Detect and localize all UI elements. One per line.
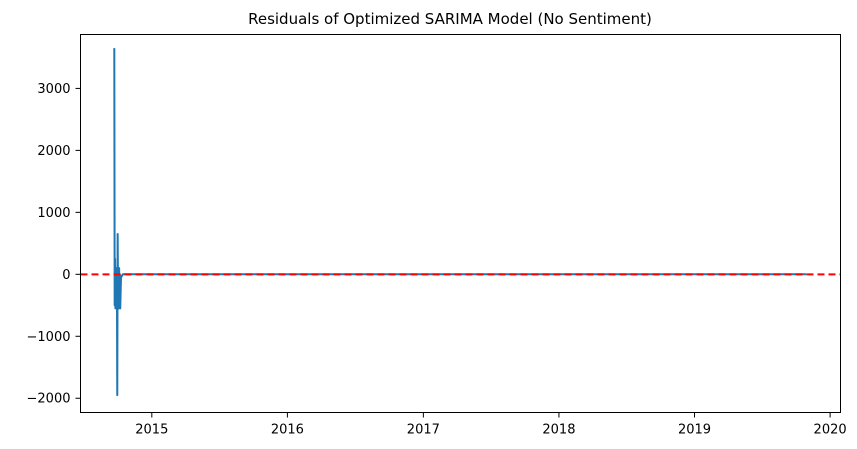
x-tick-label: 2015 [135,423,168,438]
y-tick-label: −1000 [27,330,71,345]
plot-marks [80,48,841,397]
y-tick-label: 1000 [37,206,70,221]
x-tick-label: 2020 [814,423,847,438]
x-axis: 2015 2016 2017 2018 2019 2020 [135,412,847,438]
plot-frame [80,34,841,413]
x-tick-label: 2017 [407,423,440,438]
chart-title: Residuals of Optimized SARIMA Model (No … [248,10,652,28]
y-axis: 3000 2000 1000 0 −1000 −2000 [27,82,81,407]
x-tick-label: 2016 [271,423,304,438]
x-tick-label: 2018 [542,423,575,438]
residual-series-line [113,48,807,397]
y-tick-label: 3000 [37,82,70,97]
y-tick-label: 2000 [37,144,70,159]
y-tick-label: 0 [62,268,70,283]
y-tick-label: −2000 [27,392,71,407]
x-tick-label: 2019 [678,423,711,438]
